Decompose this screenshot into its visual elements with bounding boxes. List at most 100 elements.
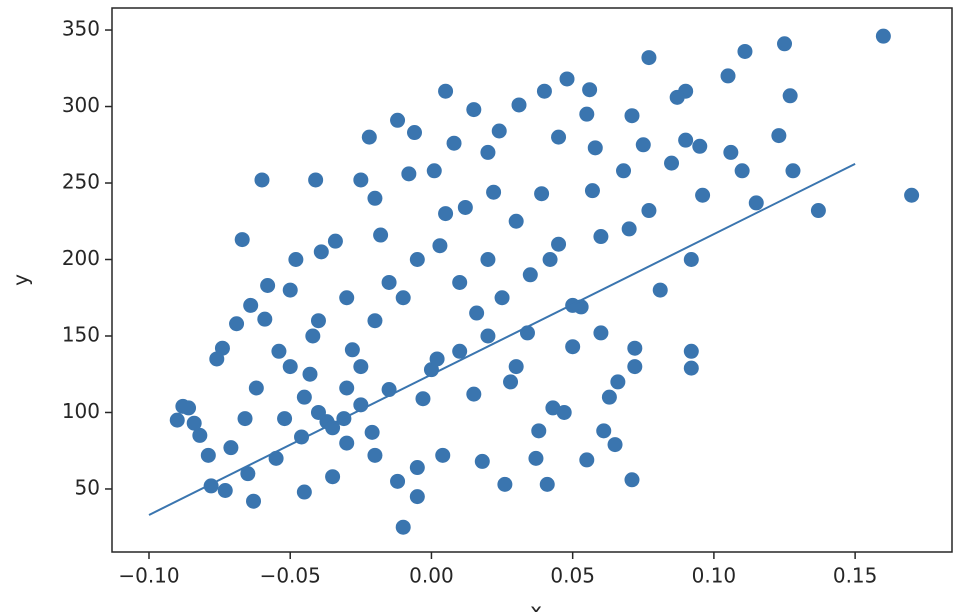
point	[607, 437, 623, 453]
point	[452, 274, 468, 290]
point	[601, 389, 617, 405]
point	[624, 108, 640, 124]
point	[771, 128, 787, 144]
point	[652, 282, 668, 298]
point	[446, 135, 462, 151]
point	[875, 28, 891, 44]
point	[248, 380, 264, 396]
point	[390, 473, 406, 489]
y-tick-label: 250	[62, 170, 100, 194]
point	[240, 466, 256, 482]
x-tick-label: 0.15	[833, 564, 878, 588]
point	[409, 252, 425, 268]
point	[361, 129, 377, 145]
point	[469, 305, 485, 321]
point	[175, 398, 191, 414]
point	[229, 316, 245, 332]
point	[186, 415, 202, 431]
point	[723, 144, 739, 160]
point	[587, 140, 603, 156]
point	[271, 343, 287, 359]
point	[627, 359, 643, 375]
point	[528, 450, 544, 466]
point	[542, 252, 558, 268]
point	[641, 203, 657, 219]
point	[438, 83, 454, 99]
point	[545, 400, 561, 416]
point	[310, 404, 326, 420]
point	[508, 359, 524, 375]
point	[539, 476, 555, 492]
point	[565, 339, 581, 355]
point	[737, 43, 753, 59]
point	[616, 163, 632, 179]
x-tick-label: −0.10	[118, 564, 179, 588]
point	[367, 447, 383, 463]
x-axis-label: x	[530, 599, 542, 613]
x-tick-label: 0.10	[692, 564, 737, 588]
point	[474, 453, 490, 469]
point	[268, 450, 284, 466]
point	[308, 172, 324, 188]
point	[237, 411, 253, 427]
point	[364, 424, 380, 440]
point	[531, 423, 547, 439]
point	[305, 328, 321, 344]
point	[254, 172, 270, 188]
point	[777, 36, 793, 52]
y-tick-label: 300	[62, 93, 100, 117]
point	[353, 172, 369, 188]
point	[302, 366, 318, 382]
point	[325, 469, 341, 485]
point	[390, 112, 406, 128]
point	[480, 144, 496, 160]
point	[904, 187, 920, 203]
y-tick-label: 350	[62, 17, 100, 41]
point	[678, 132, 694, 148]
point	[593, 325, 609, 341]
point	[169, 412, 185, 428]
point	[486, 184, 502, 200]
point	[810, 203, 826, 219]
point	[401, 166, 417, 182]
point	[720, 68, 736, 84]
point	[584, 183, 600, 199]
x-tick-label: 0.05	[550, 564, 595, 588]
point	[785, 163, 801, 179]
point	[282, 282, 298, 298]
point	[257, 311, 273, 327]
point	[748, 195, 764, 211]
point	[466, 386, 482, 402]
point	[683, 360, 699, 376]
point	[534, 186, 550, 202]
point	[593, 229, 609, 245]
point	[234, 232, 250, 248]
point	[409, 489, 425, 505]
point	[282, 359, 298, 375]
point	[339, 380, 355, 396]
point	[782, 88, 798, 104]
point	[296, 484, 312, 500]
point	[579, 106, 595, 122]
point	[277, 411, 293, 427]
point	[429, 351, 445, 367]
x-tick-label: 0.00	[409, 564, 454, 588]
point	[551, 236, 567, 252]
point	[217, 483, 233, 499]
point	[582, 82, 598, 98]
point	[438, 206, 454, 222]
y-axis-label: y	[9, 274, 33, 286]
point	[367, 313, 383, 329]
point	[508, 213, 524, 229]
point	[559, 71, 575, 87]
point	[556, 404, 572, 420]
point	[353, 359, 369, 375]
point	[641, 50, 657, 66]
point	[243, 297, 259, 313]
point	[325, 420, 341, 436]
point	[579, 452, 595, 468]
point	[367, 190, 383, 206]
point	[395, 290, 411, 306]
point	[339, 435, 355, 451]
y-tick-label: 150	[62, 322, 100, 346]
